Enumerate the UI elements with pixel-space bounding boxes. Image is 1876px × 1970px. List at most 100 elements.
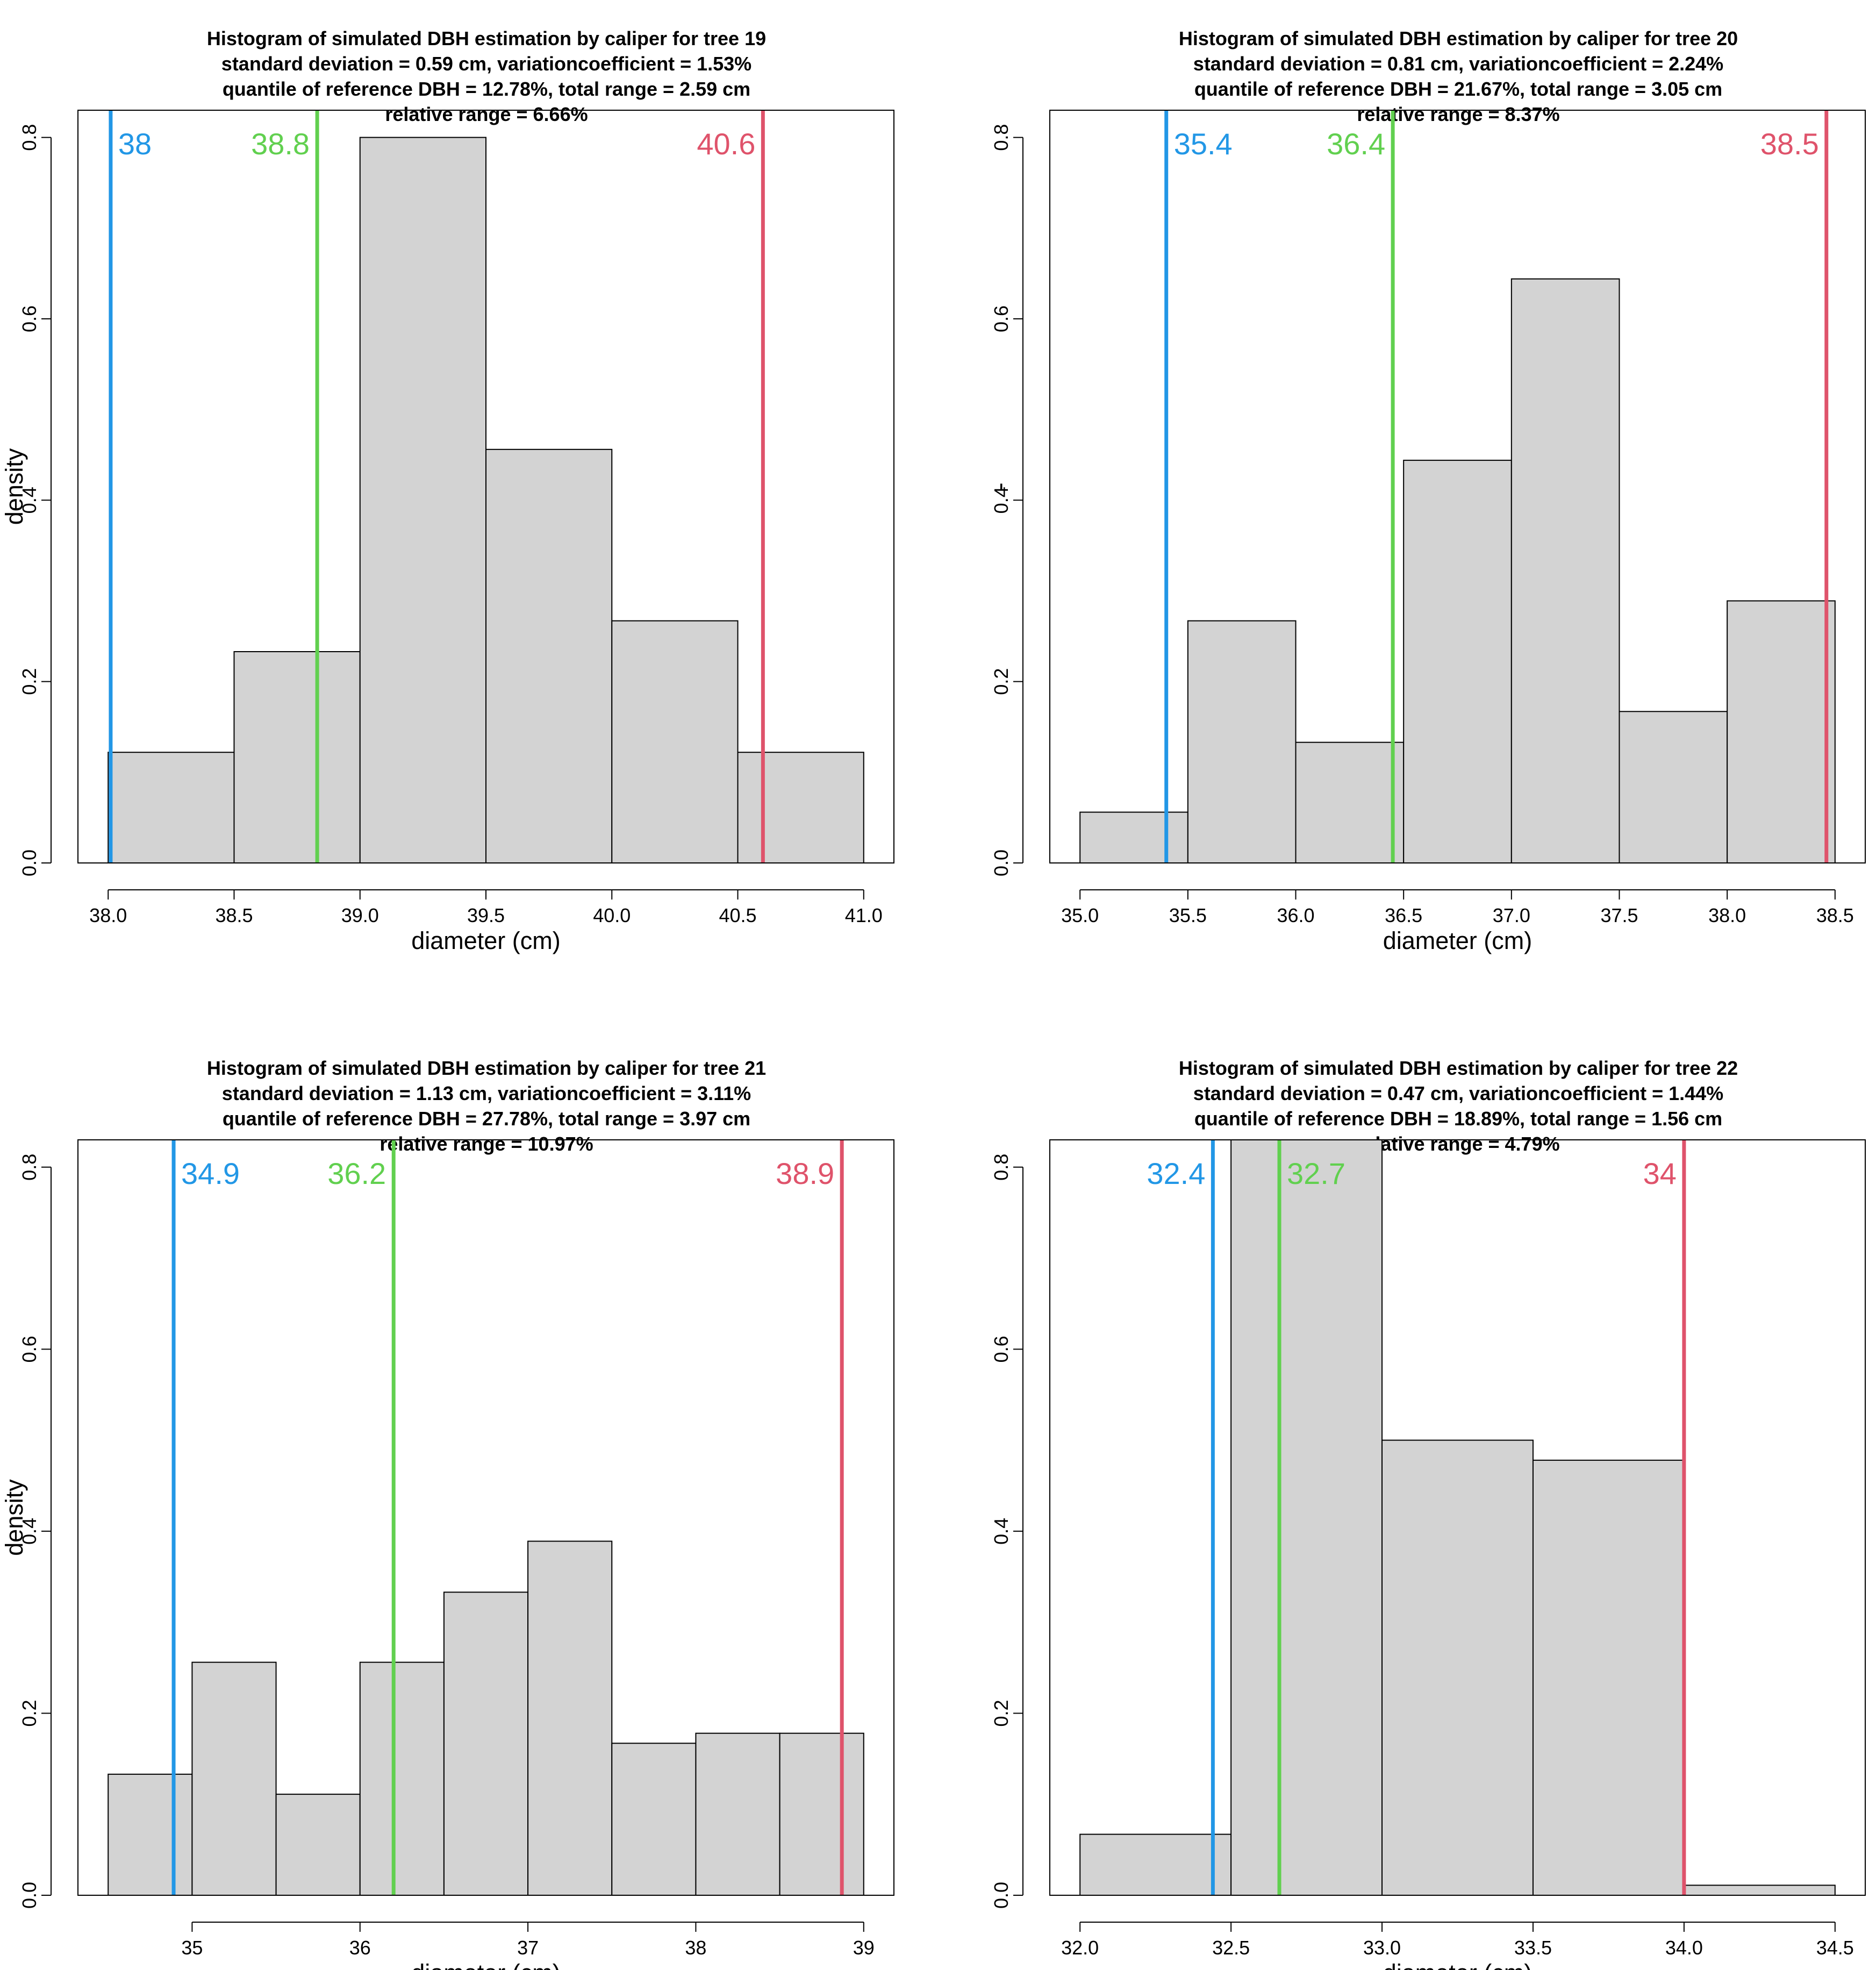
- chart-title-line: quantile of reference DBH = 27.78%, tota…: [223, 1108, 750, 1130]
- y-axis-label: density: [1, 1479, 28, 1556]
- x-tick-label: 38: [685, 1937, 706, 1959]
- x-tick-label: 38.5: [215, 904, 253, 926]
- x-axis-label: diameter (cm): [411, 1959, 561, 1970]
- chart-title-line: Histogram of simulated DBH estimation by…: [207, 1057, 766, 1079]
- x-tick-label: 33.5: [1514, 1937, 1552, 1959]
- histogram-bar: [443, 1591, 529, 1895]
- y-tick-label: 0.6: [18, 1336, 40, 1362]
- x-tick-label: 38.0: [89, 904, 127, 926]
- reference-line-label: 38.5: [1760, 127, 1819, 161]
- chart-title-line: quantile of reference DBH = 18.89%, tota…: [1194, 1108, 1722, 1130]
- y-tick-label: 0.2: [18, 1700, 40, 1726]
- y-tick-label: 0.0: [990, 1882, 1012, 1909]
- x-tick-label: 41.0: [845, 904, 883, 926]
- y-tick-label: 0.8: [18, 1154, 40, 1181]
- x-tick-label: 32.5: [1212, 1937, 1250, 1959]
- chart-title-line: quantile of reference DBH = 12.78%, tota…: [223, 78, 750, 100]
- reference-line-label: 36.2: [327, 1157, 386, 1190]
- plot-area: [108, 1540, 864, 1895]
- y-tick-label: 0.4: [18, 487, 40, 513]
- y-axis-label: -: [986, 483, 1013, 491]
- x-tick-label: 38.5: [1816, 904, 1854, 926]
- plot-frame: [1049, 1139, 1866, 1896]
- histogram-bar: [1532, 1459, 1685, 1895]
- x-axis-label: diameter (cm): [411, 927, 561, 954]
- reference-line-label: 40.6: [697, 127, 755, 161]
- chart-title-line: relative range = 8.37%: [1357, 103, 1559, 125]
- chart-title-line: Histogram of simulated DBH estimation by…: [207, 27, 766, 49]
- histogram-bar: [233, 651, 361, 863]
- histogram-bar: [1381, 1439, 1534, 1895]
- y-tick-label: 0.0: [18, 1882, 40, 1909]
- y-tick-label: 0.2: [18, 668, 40, 695]
- chart-title-line: quantile of reference DBH = 21.67%, tota…: [1194, 78, 1722, 100]
- reference-line-label: 32.4: [1147, 1157, 1205, 1190]
- plot-area: [1079, 278, 1836, 863]
- y-tick-label: 0.8: [18, 124, 40, 151]
- reference-line-label: 34: [1643, 1157, 1677, 1190]
- y-tick-label: 0.0: [990, 850, 1012, 876]
- chart-title-line: relative range = 10.97%: [380, 1133, 593, 1155]
- x-tick-label: 37: [517, 1937, 539, 1959]
- histogram-bar: [108, 752, 235, 863]
- x-tick-label: 35.5: [1169, 904, 1207, 926]
- chart-panel-1: Histogram of simulated DBH estimation by…: [1, 27, 894, 954]
- plot-frame: [1049, 110, 1866, 863]
- x-tick-label: 33.0: [1363, 1937, 1401, 1959]
- reference-line-label: 32.7: [1287, 1157, 1345, 1190]
- y-tick-label: 0.4: [18, 1518, 40, 1545]
- histogram-bar: [779, 1732, 864, 1895]
- y-tick-label: 0.6: [990, 305, 1012, 332]
- chart-panel-4: Histogram of simulated DBH estimation by…: [990, 1057, 1866, 1970]
- histogram-bar: [1079, 811, 1188, 863]
- reference-line-label: 38: [118, 127, 152, 161]
- chart-title-line: standard deviation = 0.47 cm, variationc…: [1193, 1082, 1723, 1104]
- histogram-bar: [359, 137, 486, 863]
- x-tick-label: 34.0: [1665, 1937, 1703, 1959]
- x-axis-label: diameter (cm): [1383, 1959, 1533, 1970]
- histogram-bar: [611, 620, 739, 863]
- histogram-bar: [485, 448, 613, 863]
- x-tick-label: 40.0: [593, 904, 631, 926]
- histogram-bar: [1295, 741, 1405, 863]
- y-tick-label: 0.0: [18, 850, 40, 876]
- histogram-bar: [527, 1540, 613, 1895]
- x-tick-label: 37.0: [1493, 904, 1530, 926]
- x-tick-label: 32.0: [1061, 1937, 1099, 1959]
- chart-title-line: standard deviation = 0.81 cm, variationc…: [1193, 53, 1723, 75]
- histogram-bar: [1079, 1833, 1232, 1895]
- plot-area: [108, 137, 864, 863]
- x-tick-label: 37.5: [1600, 904, 1638, 926]
- chart-panel-3: Histogram of simulated DBH estimation by…: [1, 1057, 894, 1970]
- y-tick-label: 0.8: [990, 1154, 1012, 1181]
- y-tick-label: 0.8: [990, 124, 1012, 151]
- y-axis-label: density: [1, 448, 28, 525]
- chart-title-line: relative range = 4.79%: [1357, 1133, 1559, 1155]
- reference-line-label: 35.4: [1174, 127, 1233, 161]
- reference-line-label: 38.8: [251, 127, 310, 161]
- chart-title-line: Histogram of simulated DBH estimation by…: [1179, 27, 1738, 49]
- x-tick-label: 39: [853, 1937, 875, 1959]
- histogram-bar: [191, 1661, 277, 1895]
- y-tick-label: 0.2: [990, 1700, 1012, 1726]
- x-tick-label: 34.5: [1816, 1937, 1854, 1959]
- y-tick-label: 0.6: [18, 305, 40, 332]
- reference-line-label: 34.9: [181, 1157, 240, 1190]
- plot-frame: [77, 110, 894, 863]
- plot-area: [1079, 1140, 1836, 1895]
- histogram-bar: [1187, 620, 1297, 863]
- reference-line-label: 38.9: [776, 1157, 834, 1190]
- histogram-bar: [611, 1743, 697, 1895]
- histogram-bar: [275, 1794, 361, 1895]
- histogram-bar: [108, 1773, 193, 1895]
- chart-title-line: standard deviation = 1.13 cm, variationc…: [222, 1082, 751, 1104]
- histogram-bar: [1619, 711, 1728, 863]
- x-tick-label: 36: [349, 1937, 371, 1959]
- y-tick-label: 0.4: [990, 1518, 1012, 1545]
- histogram-bar: [1510, 278, 1620, 863]
- histogram-bar: [1230, 1140, 1383, 1895]
- x-axis-label: diameter (cm): [1383, 927, 1533, 954]
- x-tick-label: 35: [181, 1937, 203, 1959]
- y-tick-label: 0.4: [990, 487, 1012, 513]
- y-tick-label: 0.2: [990, 668, 1012, 695]
